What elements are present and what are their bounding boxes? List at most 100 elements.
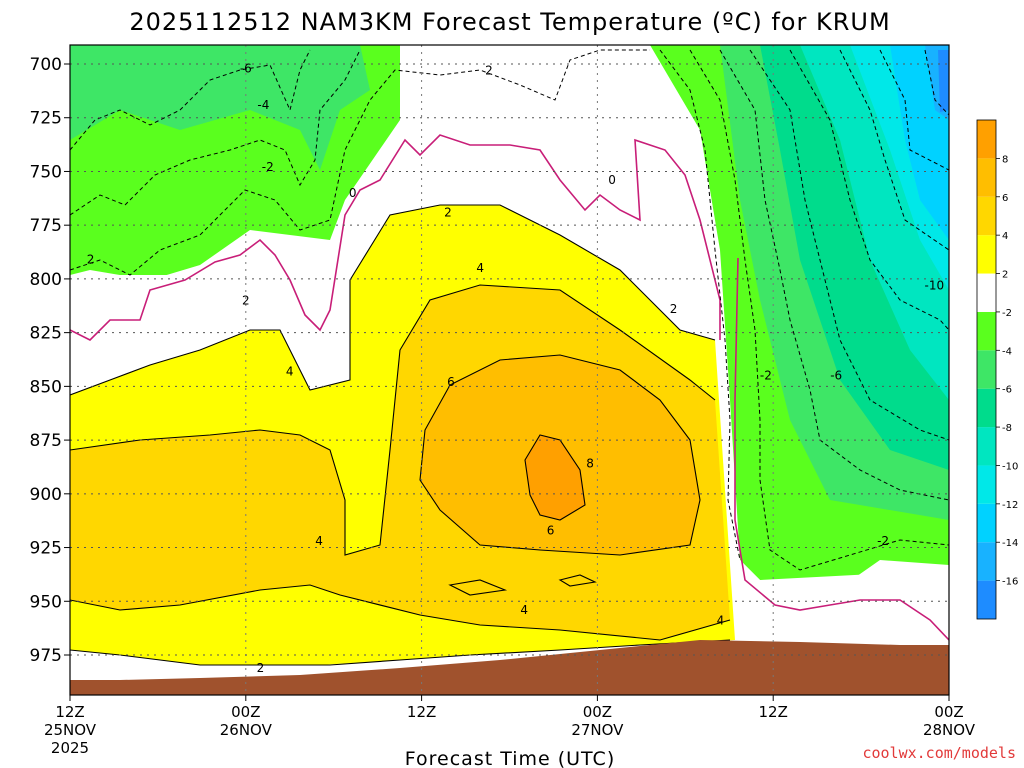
y-tick-label-750: 750 (30, 162, 62, 182)
contour-neg6-right (719, 49, 949, 501)
colorbar-label-7: -2 (1002, 308, 1012, 319)
colorbar-band-8 (977, 273, 996, 312)
contour-neg10-right (789, 49, 949, 331)
y-tick-label-825: 825 (30, 324, 62, 344)
contour-label-8: 4 (476, 261, 484, 275)
y-tick-label-725: 725 (30, 109, 62, 129)
colorbar-band-10 (977, 196, 996, 236)
contour-label-13: 8 (586, 457, 594, 471)
contour-label-18: 2 (257, 661, 265, 675)
contour-label-19: -2 (760, 369, 772, 383)
colorbar-band-12 (977, 120, 996, 159)
fill-dark-orange (525, 435, 585, 520)
x-tick-label-1: 00Z (231, 703, 260, 721)
colorbar-band-0 (977, 580, 996, 619)
contour-label-15: 4 (315, 534, 323, 548)
contour-2-upper (70, 204, 716, 396)
contour-label-10: 2 (242, 293, 250, 307)
x-tick-label-5: 00Z (934, 703, 963, 721)
contour-label-0: -6 (240, 61, 252, 75)
colorbar-label-5: -6 (1002, 385, 1012, 396)
zero-line-upper (70, 134, 721, 341)
colorbar-band-11 (977, 158, 996, 197)
colorbar-band-5 (977, 388, 996, 428)
colorbar-label-3: -10 (1002, 461, 1018, 472)
positive-contours (70, 204, 731, 666)
contour-4 (70, 284, 716, 556)
colorbar-label-8: 2 (1002, 270, 1008, 281)
contour-label-6: 0 (608, 173, 616, 187)
y-tick-label-925: 925 (30, 539, 62, 559)
contour-label-16: 4 (520, 603, 528, 617)
x-axis-title: Forecast Time (UTC) (405, 748, 615, 768)
x-date-label-5: 28NOV (923, 721, 976, 739)
contour-neg2-left (70, 49, 650, 276)
colorbar-band-1 (977, 542, 996, 581)
plot-border (69, 44, 950, 696)
fill-green-upper-left (70, 45, 370, 170)
contour-label-22: -2 (877, 534, 889, 548)
colorbar-label-2: -12 (1002, 500, 1018, 511)
fill-white-lower-right (740, 560, 949, 650)
contour-label-1: -4 (257, 98, 269, 112)
contour-labels: -6 -4 -2 2 2 0 0 2 4 2 2 4 6 8 6 4 4 4 2 -2 -6 -10 -2 (87, 61, 945, 675)
contour-2-lower (70, 639, 731, 666)
x-tick-label-3: 00Z (583, 703, 612, 721)
contour-label-2: -2 (262, 160, 274, 174)
contour-neg4-left (70, 49, 361, 216)
contour-neg14-right (879, 49, 949, 171)
contour-label-17: 4 (717, 614, 725, 628)
contour-4-lower (70, 584, 731, 641)
contour-label-7: 2 (444, 205, 452, 219)
y-tick-label-700: 700 (30, 55, 62, 75)
x-year-label-0: 2025 (51, 739, 89, 757)
y-tick-label-800: 800 (30, 270, 62, 290)
contour-neg2-right-upper (659, 49, 741, 561)
contour-label-5: 0 (349, 186, 357, 200)
colorbar-band-9 (977, 235, 996, 274)
colorbar-label-11: 8 (1002, 154, 1008, 165)
contour-label-9: 2 (670, 302, 678, 316)
contour-label-21: -10 (925, 278, 945, 292)
contour-label-3: 2 (87, 253, 95, 267)
negative-contours (70, 49, 949, 571)
contour-6 (419, 354, 701, 556)
y-tick-label-875: 875 (30, 431, 62, 451)
y-tick-label-850: 850 (30, 377, 62, 397)
contour-neg8-right (749, 49, 949, 441)
credit-text: coolwx.com/models (862, 744, 1016, 762)
colorbar: -16 -14 -12 -10 -8 -6 -4 -2 2 4 6 8 (976, 119, 1018, 620)
x-date-label-0: 25NOV (44, 721, 97, 739)
contour-4-blob-b (558, 574, 597, 587)
colorbar-band-6 (977, 350, 996, 389)
x-tick-label-4: 12Z (759, 703, 788, 721)
x-tick-label-0: 12Z (55, 703, 84, 721)
plot-area: -6 -4 -2 2 2 0 0 2 4 2 2 4 6 8 6 4 4 4 2 -2 -6 -10 -2 (70, 45, 949, 695)
contour-neg6-left (70, 49, 311, 151)
contour-label-4: 2 (485, 63, 493, 77)
colorbar-label-0: -16 (1002, 577, 1018, 588)
colorbar-label-10: 6 (1002, 193, 1008, 204)
contour-label-20: -6 (830, 369, 842, 383)
colorbar-label-4: -8 (1002, 423, 1012, 434)
contour-label-14: 6 (547, 523, 555, 537)
y-axis: 700 725 750 775 800 825 850 875 900 925 950 975 (30, 55, 70, 666)
contour-neg12-right (839, 49, 949, 251)
y-tick-label-900: 900 (30, 485, 62, 505)
fill-deepblue-right (938, 50, 949, 112)
contour-8 (524, 434, 586, 521)
colorbar-band-2 (977, 503, 996, 543)
contour-label-11: 4 (286, 364, 294, 378)
contour-neg16-right (924, 49, 949, 116)
contour-label-12: 6 (447, 375, 455, 389)
y-tick-label-950: 950 (30, 592, 62, 612)
zero-line-right (734, 257, 949, 641)
colorbar-band-4 (977, 427, 996, 466)
chart-title: 2025112512 NAM3KM Forecast Temperature (… (129, 8, 890, 36)
colorbar-border (976, 119, 997, 620)
y-tick-label-775: 775 (30, 216, 62, 236)
colorbar-band-3 (977, 465, 996, 504)
